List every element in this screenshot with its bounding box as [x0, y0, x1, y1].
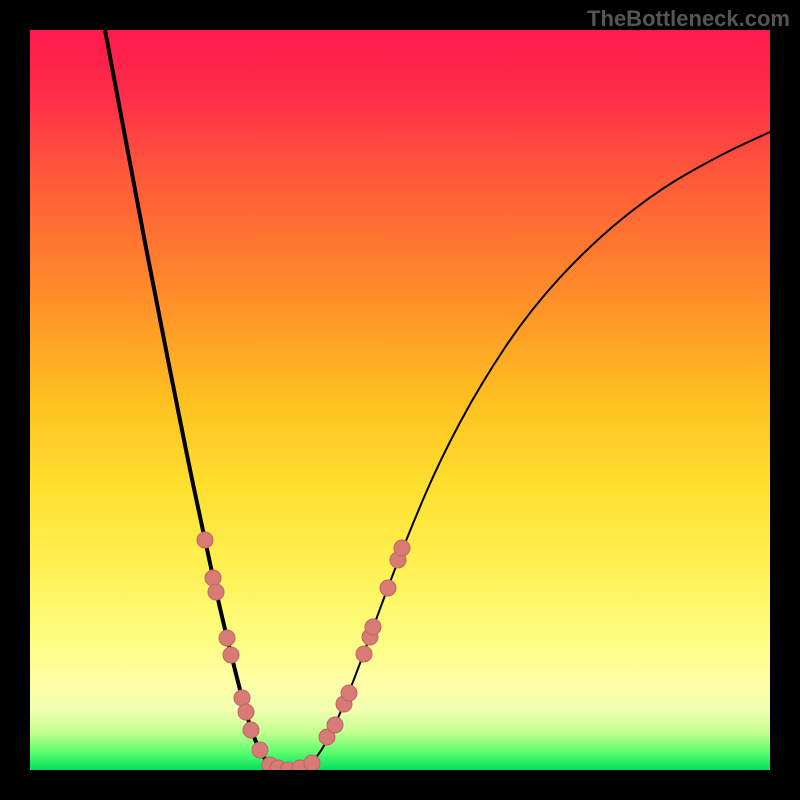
watermark-text: TheBottleneck.com — [587, 6, 790, 32]
data-marker — [243, 722, 259, 738]
data-marker — [223, 647, 239, 663]
data-marker — [219, 630, 235, 646]
data-marker — [208, 584, 224, 600]
data-marker — [234, 690, 250, 706]
data-marker — [356, 646, 372, 662]
data-marker — [238, 704, 254, 720]
data-marker — [252, 742, 268, 758]
chart-container: TheBottleneck.com — [0, 0, 800, 800]
data-marker — [197, 532, 213, 548]
data-marker — [394, 540, 410, 556]
data-marker — [205, 570, 221, 586]
data-marker — [380, 580, 396, 596]
data-marker — [327, 717, 343, 733]
gradient-background — [30, 30, 770, 770]
plot-area — [30, 30, 770, 770]
data-marker — [341, 685, 357, 701]
data-marker — [365, 619, 381, 635]
data-marker — [304, 755, 320, 770]
chart-svg — [30, 30, 770, 770]
